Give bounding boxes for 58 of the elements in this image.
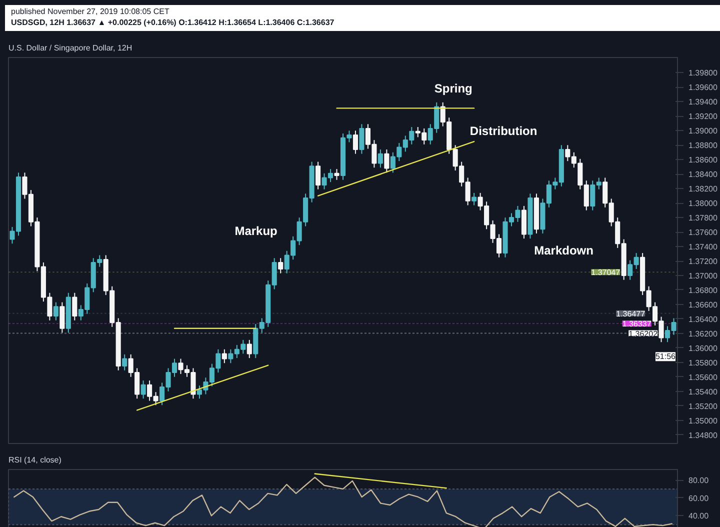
- y-tick-label: 1.35600: [688, 372, 718, 382]
- ref-line-label: 1.36477: [616, 309, 646, 318]
- candlestick: [384, 148, 390, 174]
- candlestick: [359, 124, 364, 154]
- text: published November 27, 2019 10:08:05 CET: [11, 7, 170, 16]
- y-tick-label: 1.38000: [688, 199, 718, 208]
- y-tick-label: 80.00: [688, 476, 710, 486]
- y-tick-label: 1.39200: [688, 112, 718, 122]
- y-tick-label: 1.38200: [688, 184, 718, 194]
- candlestick: [472, 192, 477, 206]
- y-tick-label: 1.35400: [688, 387, 718, 396]
- y-tick-label: 1.38400: [688, 170, 718, 180]
- y-tick-label: 1.38800: [688, 141, 718, 150]
- y-tick-label: 1.37000: [688, 271, 718, 280]
- y-tick-label: 1.39600: [688, 83, 718, 92]
- y-tick-label: 1.37600: [688, 228, 718, 238]
- annotation: 51:56: [655, 352, 676, 362]
- y-tick-label: 40.00: [688, 512, 710, 521]
- y-tick-label: 1.35200: [688, 402, 718, 411]
- ref-line-label: 1.37047: [591, 268, 621, 278]
- y-tick-label: 1.35800: [688, 358, 718, 368]
- candlestick: [72, 292, 78, 321]
- chart-subtitle: USDSGD, 12H 1.36637 ▲ +0.00225 (+0.16%) O:1.36412 H:1.36654 L:1.36406 C:1.36637: [11, 18, 334, 27]
- candlestick: [352, 130, 358, 154]
- y-tick-label: 1.36200: [688, 329, 718, 338]
- y-tick-label: 1.34800: [688, 430, 718, 440]
- candlestick: [140, 380, 146, 400]
- annotation: Distribution: [470, 124, 538, 138]
- y-tick-label: 1.37200: [688, 257, 718, 266]
- y-tick-label: 60.00: [688, 494, 710, 503]
- candlestick: [53, 302, 58, 321]
- y-tick-label: 1.39000: [688, 126, 718, 136]
- y-tick-label: 1.39400: [688, 98, 718, 107]
- annotation: Markup: [234, 224, 278, 238]
- candlestick: [378, 148, 383, 168]
- ref-line-label: 1.36337: [622, 320, 652, 328]
- y-tick-label: 1.37400: [688, 242, 718, 252]
- candlestick: [60, 302, 65, 334]
- chart-title: U.S. Dollar / Singapore Dollar, 12H: [8, 44, 132, 52]
- candlestick: [246, 339, 252, 359]
- y-tick-label: 1.35000: [688, 416, 718, 426]
- y-tick-label: 1.37800: [688, 214, 718, 223]
- y-tick-label: 1.36600: [688, 300, 718, 310]
- y-tick-label: 1.39800: [688, 68, 718, 78]
- candlestick: [334, 168, 340, 180]
- candlestick: [316, 161, 321, 190]
- ref-line-label: 1.36202: [628, 329, 658, 338]
- y-tick-label: 1.36400: [688, 314, 718, 324]
- y-tick-label: 1.38600: [688, 156, 718, 165]
- candlestick: [222, 348, 227, 364]
- candlestick: [122, 354, 128, 371]
- candlestick: [521, 205, 527, 240]
- y-tick-label: 1.36800: [688, 286, 718, 295]
- annotation: Spring: [434, 81, 472, 96]
- y-tick-label: 1.36000: [688, 344, 718, 353]
- chart-title: RSI (14, close): [8, 456, 62, 464]
- candlestick: [278, 258, 284, 274]
- annotation: Markdown: [534, 244, 594, 258]
